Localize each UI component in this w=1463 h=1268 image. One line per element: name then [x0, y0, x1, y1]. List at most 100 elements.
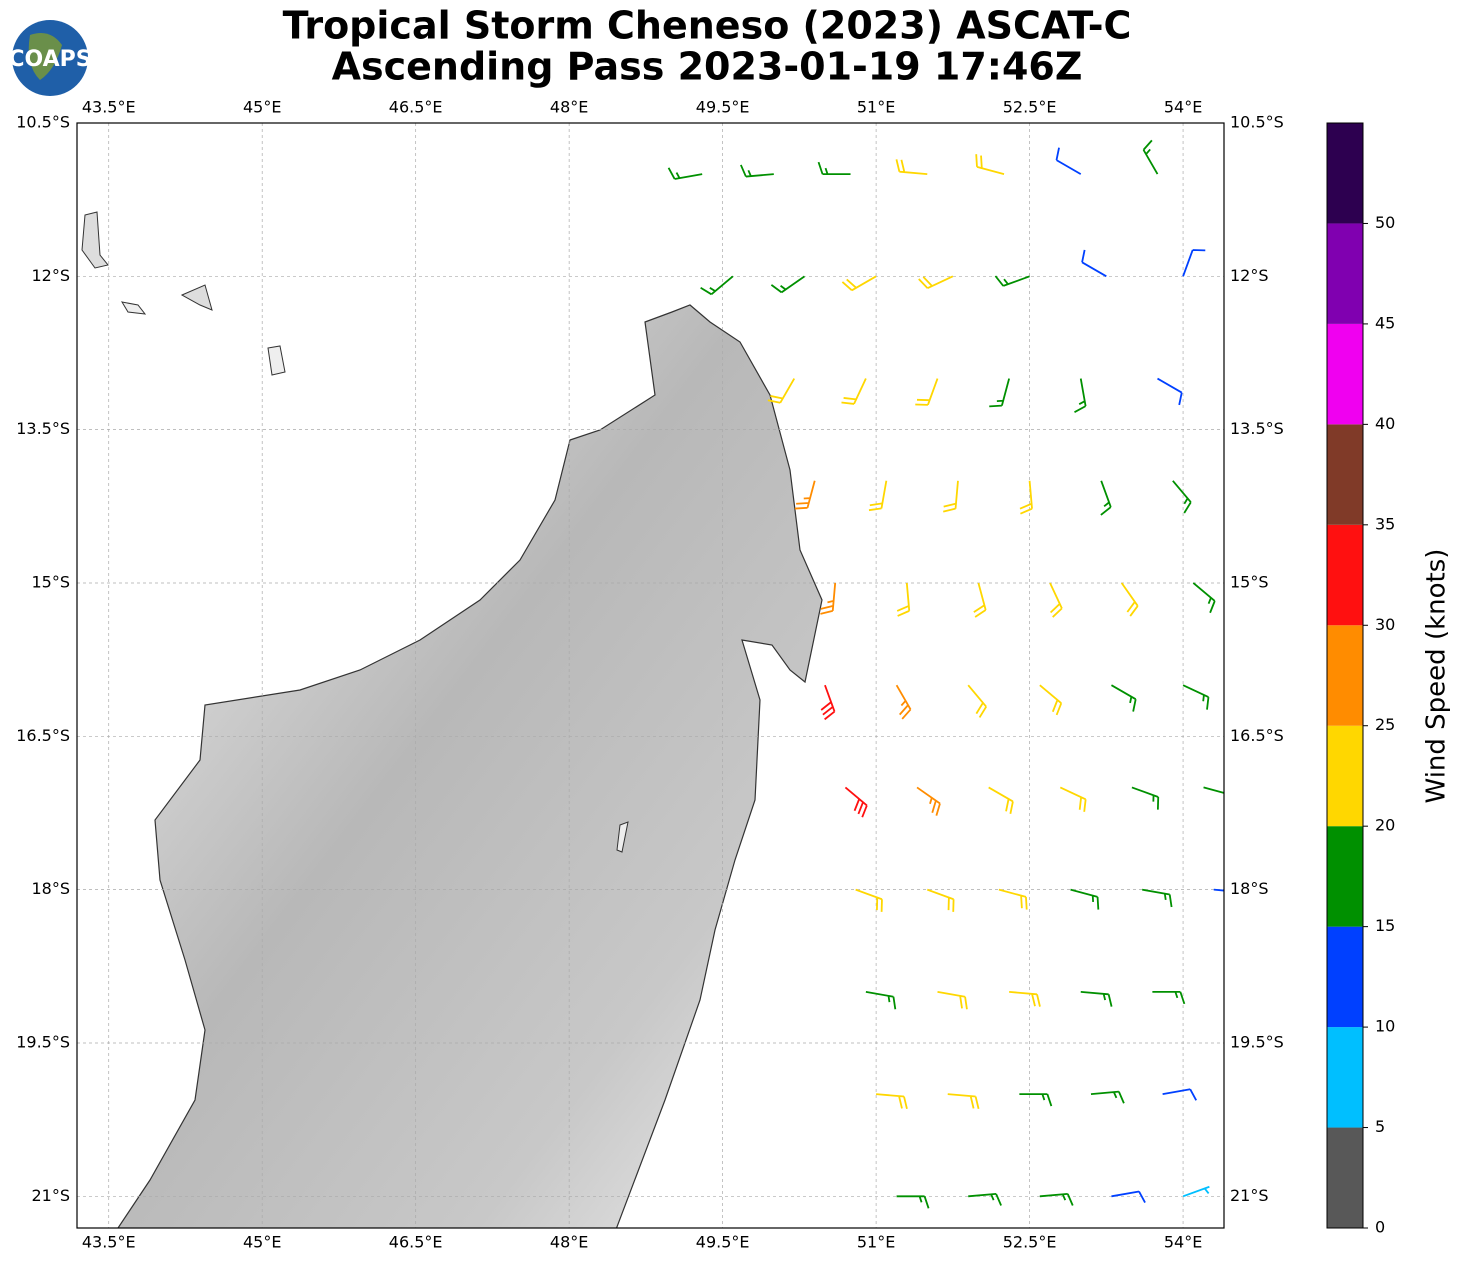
wind-barb: [868, 480, 888, 512]
wind-barb: [1203, 786, 1224, 794]
wind-barb: [844, 786, 868, 818]
wind-barb: [820, 684, 836, 721]
wind-barb: [770, 275, 806, 294]
island: [180, 284, 213, 311]
wind-barb: [1074, 378, 1087, 413]
colorbar-tick-label: 35: [1375, 514, 1395, 533]
plot-frame: [76, 122, 1225, 1229]
colorbar: 0 5 10 15 20 25 30 35 40 45 50: [1326, 122, 1395, 1237]
chart-title: Tropical Storm Cheneso (2023) ASCAT-C: [283, 4, 1132, 48]
colorbar-segment: [1327, 1027, 1363, 1128]
wind-barb: [1080, 990, 1113, 1007]
x-tick-label: 43.5°E: [82, 1233, 136, 1252]
logo-land: [28, 32, 62, 80]
map-area: [77, 123, 1224, 1228]
wind-barb: [947, 1093, 980, 1110]
wind-barb: [915, 378, 939, 406]
colorbar-segment: [1327, 323, 1363, 425]
y-tick-label: 12°S: [1230, 266, 1269, 285]
chart-subtitle: Ascending Pass 2023-01-19 17:46Z: [332, 45, 1083, 89]
wind-barb: [1172, 480, 1192, 514]
island: [81, 211, 109, 269]
wind-barb: [865, 990, 897, 1010]
wind-barb: [740, 164, 774, 178]
madagascar: [117, 304, 823, 1228]
wind-barb: [1009, 990, 1041, 1007]
x-tick-label: 45°E: [243, 98, 281, 117]
colorbar-segment: [1327, 725, 1363, 827]
colorbar-tick-label: 5: [1375, 1117, 1385, 1136]
wind-barb: [895, 159, 928, 176]
wind-barb: [1039, 1192, 1074, 1206]
y-tick-label: 13.5°S: [16, 419, 70, 438]
colorbar-label: Wind Speed (knots): [1422, 549, 1452, 804]
colorbar-tick-label: 20: [1375, 816, 1395, 835]
y-tick-label: 18°S: [31, 879, 70, 898]
x-tick-label: 46.5°E: [389, 98, 443, 117]
colorbar-segment: [1327, 424, 1363, 525]
wind-barb: [967, 684, 987, 718]
wind-barb: [817, 161, 851, 176]
island: [120, 301, 147, 315]
wind-barb: [1059, 786, 1087, 812]
y-tick-label: 16.5°S: [16, 726, 70, 745]
wind-barb: [1120, 582, 1139, 617]
wind-barb: [943, 480, 959, 513]
colorbar-segment: [1327, 123, 1363, 224]
colorbar-tick-label: 25: [1375, 715, 1395, 734]
wind-barb: [1100, 480, 1112, 516]
wind-barb: [1019, 480, 1033, 515]
wind-barb: [896, 582, 911, 617]
wind-barb: [916, 786, 941, 816]
wind-barb: [1111, 684, 1137, 712]
island: [616, 821, 629, 853]
wind-barb: [1131, 786, 1160, 810]
wind-barb: [667, 167, 703, 180]
colorbar-segment: [1327, 524, 1363, 626]
wind-barb: [841, 275, 877, 292]
wind-barb: [994, 275, 1030, 287]
x-tick-label: 52.5°E: [1003, 1233, 1057, 1252]
x-tick-label: 48°E: [550, 98, 588, 117]
wind-barb: [1039, 684, 1063, 716]
wind-barb: [794, 480, 816, 510]
island: [267, 345, 286, 376]
x-tick-label: 48°E: [550, 1233, 588, 1252]
wind-barb: [1162, 1088, 1198, 1101]
logo: COAPS: [8, 20, 92, 96]
axes: 43.5°E 43.5°E 45°E 45°E 46.5°E 46.5°E 48°E 48°E…: [16, 98, 1284, 1252]
wind-barb: [975, 154, 1005, 175]
colorbar-tick-label: 45: [1375, 313, 1395, 332]
wind-barb: [1152, 990, 1186, 1005]
y-tick-label: 16.5°S: [1230, 726, 1284, 745]
wind-barb: [968, 1192, 1002, 1206]
x-tick-label: 54°E: [1164, 1233, 1202, 1252]
wind-barb: [1055, 147, 1082, 175]
colorbar-tick-label: 15: [1375, 916, 1395, 935]
y-tick-label: 10.5°S: [1230, 113, 1284, 132]
y-tick-label: 15°S: [1230, 572, 1269, 591]
wind-barb: [926, 888, 955, 912]
colorbar-tick-label: 50: [1375, 213, 1395, 232]
y-tick-label: 13.5°S: [1230, 419, 1284, 438]
y-tick-label: 21°S: [31, 1186, 70, 1205]
colorbar-frame: [1326, 122, 1364, 1229]
wind-barb: [973, 582, 987, 618]
x-tick-label: 45°E: [243, 1233, 281, 1252]
x-tick-label: 43.5°E: [82, 98, 136, 117]
x-tick-label: 51°E: [857, 1233, 895, 1252]
colorbar-tick-label: 30: [1375, 615, 1395, 634]
wind-barb: [1142, 139, 1159, 175]
wind-barb: [1081, 249, 1107, 278]
wind-barb: [1070, 888, 1100, 910]
wind-barb: [1192, 582, 1216, 614]
wind-barb: [841, 378, 867, 405]
colorbar-tick-label: 10: [1375, 1017, 1395, 1036]
wind-barb: [1141, 888, 1173, 908]
x-tick-label: 49.5°E: [696, 1233, 750, 1252]
y-tick-label: 19.5°S: [16, 1032, 70, 1051]
y-tick-label: 10.5°S: [16, 113, 70, 132]
x-tick-label: 49.5°E: [696, 98, 750, 117]
wind-barb: [1157, 377, 1183, 406]
wind-barb: [998, 888, 1028, 910]
